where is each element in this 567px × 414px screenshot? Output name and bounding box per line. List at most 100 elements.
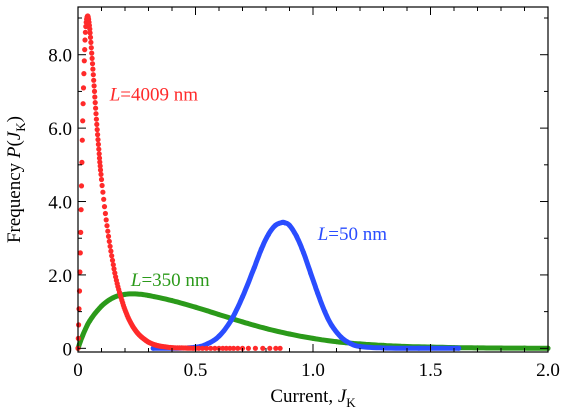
data-point — [91, 88, 98, 94]
data-point — [88, 45, 94, 51]
data-point — [94, 121, 100, 127]
series-label-text: =50 nm — [328, 224, 387, 245]
series-label: L=4009 nm — [109, 85, 199, 106]
data-point — [475, 345, 480, 351]
series-labels: L=4009 nm L=350 nm L =50 nm — [109, 85, 388, 291]
data-point — [146, 293, 151, 298]
data-point — [87, 30, 93, 36]
data-point — [109, 257, 116, 263]
data-point — [87, 34, 94, 41]
data-point — [90, 66, 96, 72]
data-point — [82, 37, 88, 43]
plot-area — [75, 13, 551, 351]
x-tick-label: 1.5 — [419, 360, 443, 381]
data-point — [169, 298, 175, 304]
data-point — [193, 304, 198, 310]
y-tick-label: 6.0 — [48, 119, 72, 140]
data-point — [216, 333, 222, 339]
data-point — [308, 270, 314, 276]
data-point — [80, 118, 86, 124]
data-point — [252, 345, 258, 351]
data-point — [251, 265, 257, 271]
data-point — [98, 171, 104, 177]
data-point — [109, 253, 115, 259]
series-label-var: L — [109, 85, 121, 106]
data-point — [99, 182, 105, 189]
data-point — [95, 141, 101, 147]
data-point — [212, 345, 218, 351]
y-tick-label: 8.0 — [48, 46, 72, 67]
data-point — [92, 100, 98, 106]
data-point — [77, 250, 83, 256]
data-point — [95, 137, 101, 143]
data-point — [78, 183, 85, 189]
data-point — [265, 232, 271, 238]
data-point — [416, 345, 422, 351]
data-point — [223, 345, 229, 351]
data-point — [78, 229, 84, 235]
x-tick-label: 0.5 — [184, 360, 208, 381]
data-point — [76, 306, 82, 312]
data-point — [348, 341, 354, 347]
data-point — [101, 196, 107, 202]
data-point — [338, 334, 344, 340]
data-point — [240, 319, 245, 325]
data-point — [95, 132, 101, 138]
y-tick-label: 4.0 — [48, 193, 72, 214]
data-point — [87, 26, 93, 32]
data-point — [122, 291, 128, 297]
data-point — [89, 50, 95, 56]
data-point — [105, 233, 112, 239]
data-point — [111, 266, 117, 272]
data-point — [107, 243, 113, 249]
data-point — [134, 291, 140, 297]
data-point — [93, 105, 99, 111]
y-axis-title-sub: K — [13, 122, 28, 132]
data-point — [81, 71, 87, 77]
data-point — [87, 318, 93, 324]
data-point — [260, 345, 266, 351]
data-point — [301, 250, 307, 256]
data-point — [97, 163, 103, 169]
data-point — [287, 331, 292, 337]
data-point — [90, 72, 96, 78]
series-label-text: =4009 nm — [120, 85, 198, 106]
data-point — [96, 155, 103, 161]
data-point — [287, 222, 292, 228]
data-point — [203, 345, 210, 351]
data-point — [101, 204, 108, 210]
data-point — [258, 246, 264, 252]
series-label-text: =350 nm — [141, 270, 209, 291]
data-point — [235, 345, 241, 351]
y-tick-label: 0 — [63, 339, 73, 360]
data-point — [77, 269, 83, 275]
data-point — [82, 47, 88, 53]
x-axis-title-var: J — [338, 386, 348, 407]
data-point — [329, 323, 335, 329]
data-point — [456, 345, 462, 351]
data-point — [80, 333, 86, 338]
data-point — [282, 220, 288, 226]
x-axis-title-text: Current, — [270, 386, 338, 407]
data-point — [228, 318, 234, 324]
data-point — [96, 151, 102, 157]
x-tick-label: 0 — [73, 360, 83, 381]
x-axis-title-sub: K — [346, 395, 356, 410]
data-point — [315, 290, 321, 296]
data-point — [272, 222, 278, 228]
series-label: L=350 nm — [130, 270, 210, 291]
data-point — [267, 345, 273, 351]
data-point — [96, 146, 102, 152]
data-point — [79, 159, 85, 165]
data-point — [93, 116, 99, 122]
data-point — [196, 345, 202, 351]
data-point — [357, 344, 363, 349]
data-point — [310, 335, 316, 341]
plot-frame — [77, 6, 549, 353]
data-point — [245, 345, 251, 351]
data-point — [91, 77, 97, 83]
data-point — [273, 345, 279, 351]
y-axis-title-text: Frequency — [4, 158, 25, 243]
data-point — [227, 345, 233, 351]
